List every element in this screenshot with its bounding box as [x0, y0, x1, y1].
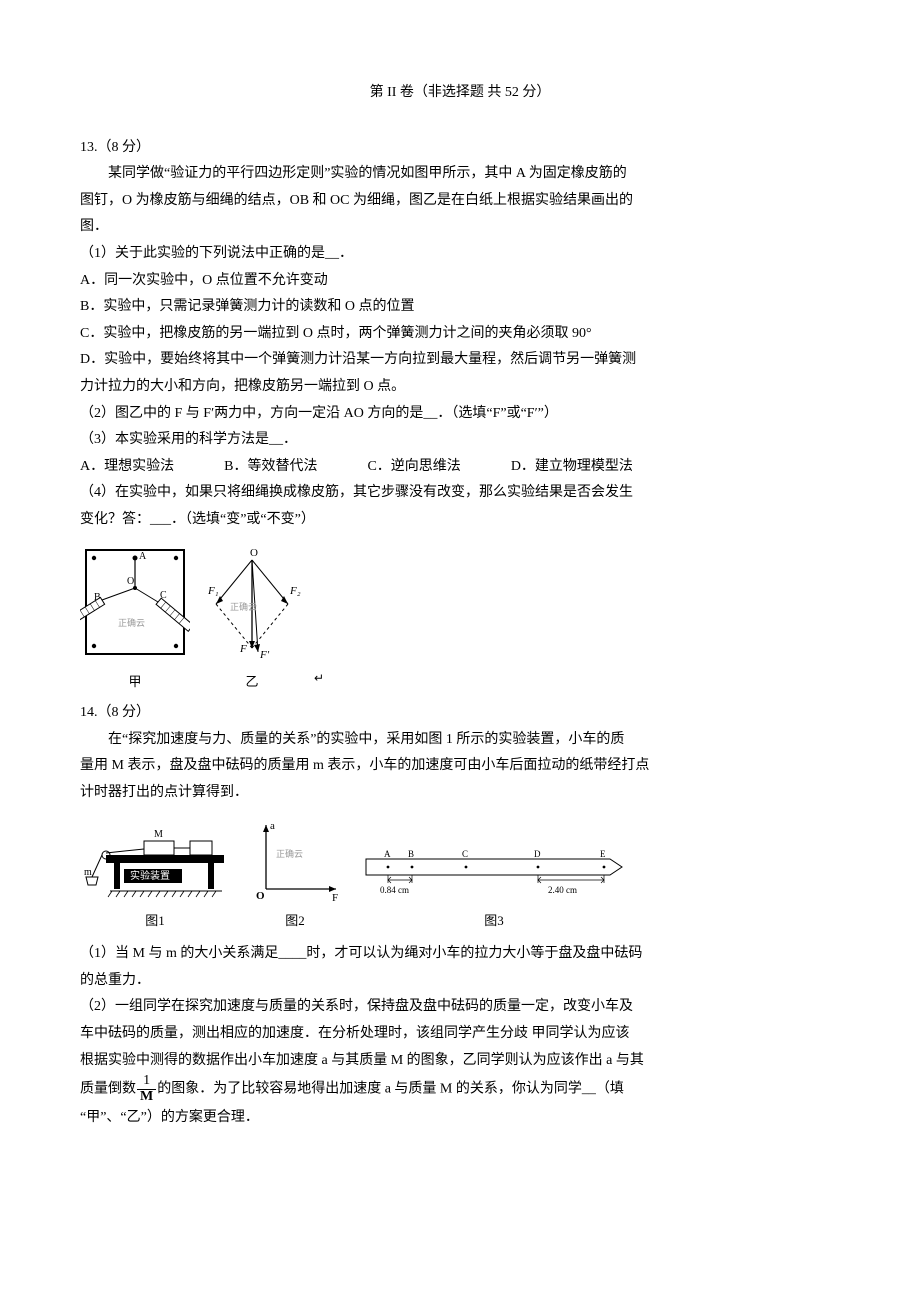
q13-part4-line1: （4）在实验中，如果只将细绳换成橡皮筋，其它步骤没有改变，那么实验结果是否会发生	[80, 480, 840, 507]
q14-fig2-O: O	[256, 890, 265, 902]
q13-methods: A．理想实验法 B．等效替代法 C．逆向思维法 D．建立物理模型法	[80, 454, 840, 481]
q14-fig1-box: m M 实验装置 图1	[80, 821, 230, 934]
q14-fig2-box: a F O 正确云 图2	[248, 817, 342, 934]
q14-fig1: m M 实验装置	[80, 821, 230, 907]
fraction-den: M	[137, 1090, 156, 1105]
q14-part2-line5: “甲”、“乙”）的方案更合理．	[80, 1105, 840, 1132]
section-title: 第 II 卷（非选择题 共 52 分）	[80, 80, 840, 107]
q13-fig2-F: F	[239, 643, 247, 655]
q13-fig2-Fp: F′	[259, 649, 270, 661]
q14-fig2-F: F	[332, 892, 338, 904]
q13-part3: （3）本实验采用的科学方法是__．	[80, 427, 840, 454]
q13-intro-line3: 图．	[80, 214, 840, 241]
q13-methodB: B．等效替代法	[224, 454, 317, 481]
q13-optC: C．实验中，把橡皮筋的另一端拉到 O 点时，两个弹簧测力计之间的夹角必须取 90…	[80, 321, 840, 348]
q14-fig3: A B C D E 0.84 cm 2.40 cm	[360, 847, 628, 907]
fraction-num: 1	[137, 1074, 156, 1090]
q14-intro-line3: 计时器打出的点计算得到．	[80, 780, 840, 807]
q14-intro-line1: 在“探究加速度与力、质量的关系”的实验中，采用如图 1 所示的实验装置，小车的质	[80, 727, 840, 754]
q13-methodC: C．逆向思维法	[367, 454, 460, 481]
q13-fig2-O: O	[250, 547, 258, 559]
q14-part2-line2: 车中砝码的质量，测出相应的加速度．在分析处理时，该组同学产生分歧 甲同学认为应该	[80, 1021, 840, 1048]
q13-figcap2: 乙	[245, 670, 258, 695]
q14-fig3-C: C	[462, 849, 468, 859]
q14-figcap1: 图1	[145, 909, 165, 934]
q13-methodA: A．理想实验法	[80, 454, 174, 481]
q13-fig1: A O B C	[80, 544, 190, 668]
q14-intro-line2: 量用 M 表示，盘及盘中砝码的质量用 m 表示，小车的加速度可由小车后面拉动的纸…	[80, 753, 840, 780]
q14-fig2-a: a	[270, 820, 275, 832]
q14-part1-line1: （1）当 M 与 m 的大小关系满足____时，才可以认为绳对小车的拉力大小等于…	[80, 941, 840, 968]
q13-optB: B．实验中，只需记录弹簧测力计的读数和 O 点的位置	[80, 294, 840, 321]
q14-fig3-d1: 0.84 cm	[380, 885, 409, 895]
q13-fig1-box: A O B C	[80, 544, 190, 695]
q13-optD-line1: D．实验中，要始终将其中一个弹簧测力计沿某一方向拉到最大量程，然后调节另一弹簧测	[80, 347, 840, 374]
fraction-1-over-M: 1M	[137, 1074, 156, 1104]
q14-fig2-watermark: 正确云	[276, 848, 303, 859]
q13-fig2-F2: F₂	[289, 585, 301, 597]
q14-figcap3: 图3	[484, 909, 504, 934]
q14-part2d-before: 质量倒数	[80, 1082, 136, 1097]
q14-part2-line3: 根据实验中测得的数据作出小车加速度 a 与其质量 M 的图象，乙同学则认为应该作…	[80, 1048, 840, 1075]
q13-fig2-F1: F₁	[207, 585, 219, 597]
q14-fig3-B: B	[408, 849, 414, 859]
q14-fig3-d2: 2.40 cm	[548, 885, 577, 895]
q13-fig2-box: O F₁ F₂ F F′ 正确云 乙	[200, 544, 304, 695]
q14-part1-line2: 的总重力．	[80, 968, 840, 995]
q14-figcap2: 图2	[285, 909, 305, 934]
q14-fig1-m: m	[84, 867, 92, 878]
q13-methodD: D．建立物理模型法	[511, 454, 633, 481]
q13-part4-line2: 变化？答：___．（选填“变”或“不变”）	[80, 507, 840, 534]
q13-fig1-A: A	[139, 551, 147, 562]
q13-fig-end: ↵	[314, 667, 324, 694]
q13-optD-line2: 力计拉力的大小和方向，把橡皮筋另一端拉到 O 点。	[80, 374, 840, 401]
q14-part2-line1: （2）一组同学在探究加速度与质量的关系时，保持盘及盘中砝码的质量一定，改变小车及	[80, 994, 840, 1021]
q13-fig1-O: O	[127, 576, 134, 587]
q14-fig3-D: D	[534, 849, 541, 859]
q14-fig3-E: E	[600, 849, 606, 859]
q13-fig1-watermark: 正确云	[118, 617, 145, 628]
q14-part2d-after: 的图象．为了比较容易地得出加速度 a 与质量 M 的关系，你认为同学__（填	[157, 1082, 624, 1097]
q14-fig1-M: M	[154, 829, 163, 840]
q14-part2-line4: 质量倒数1M的图象．为了比较容易地得出加速度 a 与质量 M 的关系，你认为同学…	[80, 1074, 840, 1104]
q13-fig2-watermark: 正确云	[230, 601, 257, 612]
q14-fig1-banner: 实验装置	[130, 869, 170, 882]
q13-optA: A．同一次实验中，O 点位置不允许变动	[80, 268, 840, 295]
q13-intro-line1: 某同学做“验证力的平行四边形定则”实验的情况如图甲所示，其中 A 为固定橡皮筋的	[80, 161, 840, 188]
q13-header: 13.（8 分）	[80, 135, 840, 162]
q13-fig2: O F₁ F₂ F F′ 正确云	[200, 544, 304, 668]
q14-fig3-box: A B C D E 0.84 cm 2.40 cm 图3	[360, 847, 628, 934]
q13-figcap1: 甲	[128, 670, 141, 695]
q14-fig3-A: A	[384, 849, 391, 859]
q13-part2: （2）图乙中的 F 与 F′两力中，方向一定沿 AO 方向的是__．（选填“F”…	[80, 401, 840, 428]
q14-header: 14.（8 分）	[80, 700, 840, 727]
q13-intro-line2: 图钉，O 为橡皮筋与细绳的结点，OB 和 OC 为细绳，图乙是在白纸上根据实验结…	[80, 188, 840, 215]
q13-part1: （1）关于此实验的下列说法中正确的是__．	[80, 241, 840, 268]
q14-fig2: a F O 正确云	[248, 817, 342, 907]
